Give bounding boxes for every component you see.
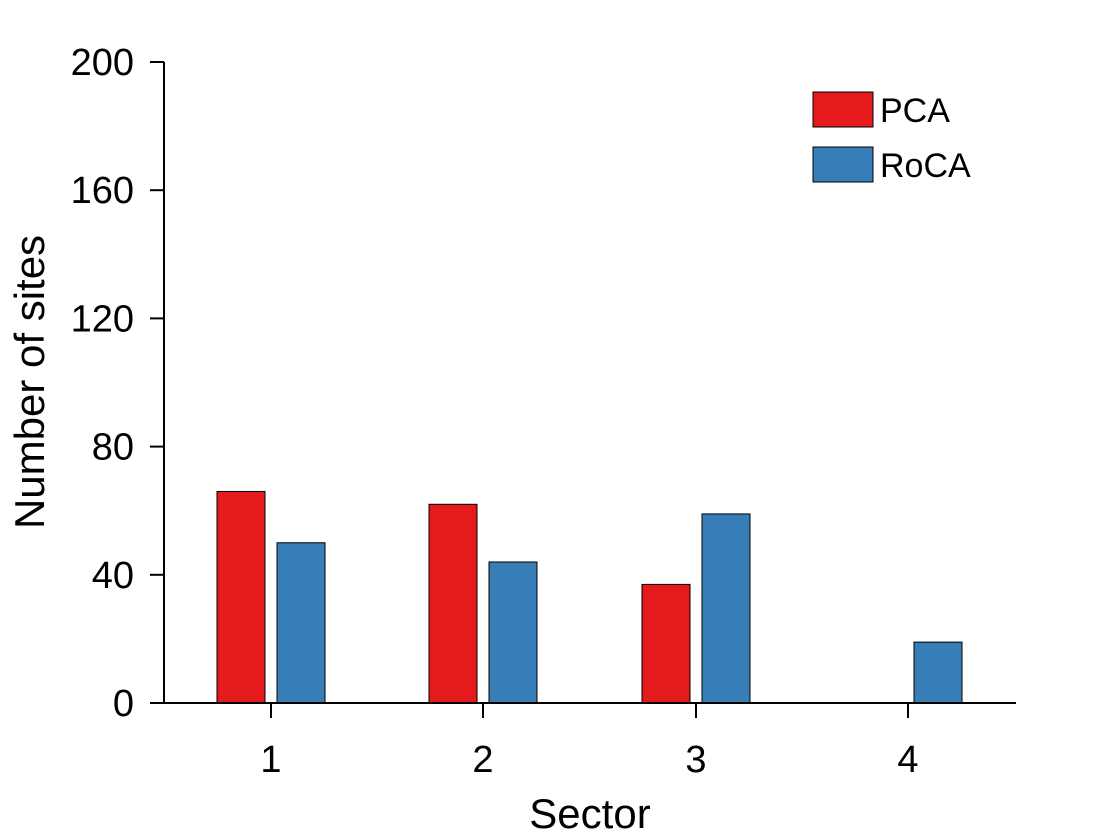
x-tick-label-3: 3 [685,739,706,781]
bar-roca-sector-2 [488,561,538,704]
y-tick-label-80: 80 [92,427,134,469]
y-tick-label-160: 160 [71,170,134,212]
legend-swatch-pca [812,91,874,128]
y-axis-title: Number of sites [6,235,53,529]
bar-roca-sector-4 [913,641,963,704]
y-tick-label-120: 120 [71,298,134,340]
x-tick-label-1: 1 [260,739,281,781]
legend: PCA RoCA [812,91,971,185]
legend-label-pca: PCA [880,92,950,130]
x-axis-title: Sector [529,790,650,837]
legend-label-roca: RoCA [880,147,971,185]
axes [150,62,1016,704]
bar-pca-sector-3 [641,583,691,704]
y-tick-label-40: 40 [92,555,134,597]
y-tick-label-0: 0 [113,683,134,725]
legend-swatch-roca [812,146,874,183]
bar-pca-sector-2 [428,503,478,704]
bar-roca-sector-3 [701,513,751,704]
x-tick-label-2: 2 [472,739,493,781]
y-ticks: 0 40 80 120 160 200 [71,42,164,725]
x-ticks: 1 2 3 4 [260,703,919,781]
x-tick-label-4: 4 [897,739,918,781]
bar-pca-sector-1 [216,490,266,704]
y-tick-label-200: 200 [71,42,134,84]
bar-roca-sector-1 [276,542,326,704]
bars-layer [216,490,963,704]
